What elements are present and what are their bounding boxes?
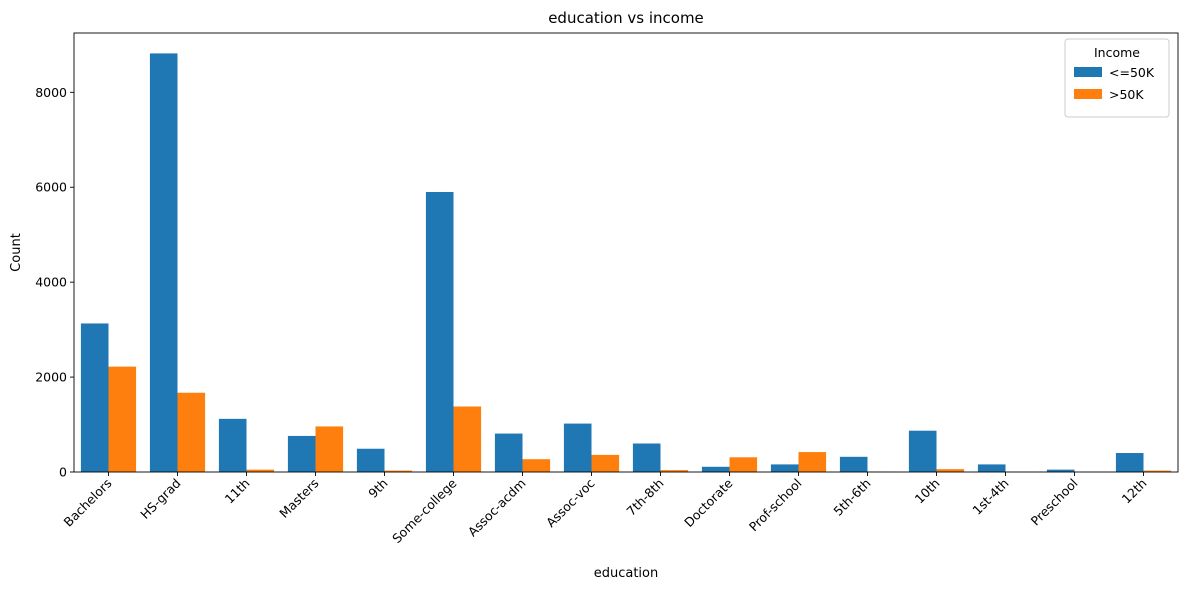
bar-series2-7 [591, 454, 620, 472]
x-tick-label-8: 7th-8th [623, 476, 666, 519]
x-tick-label-0: Bachelors [61, 476, 115, 530]
y-tick-label-4: 8000 [35, 85, 67, 100]
x-tick-label-9: Doctorate [681, 475, 736, 530]
y-tick-label-2: 4000 [35, 275, 67, 290]
bar-series1-9 [701, 466, 730, 472]
y-axis: 0 2000 4000 6000 8000 [35, 85, 74, 480]
bar-series1-5 [425, 191, 454, 473]
y-axis-title: Count [9, 233, 24, 272]
x-tick-label-14: Preschool [1028, 476, 1081, 529]
bar-series2-10 [798, 452, 827, 472]
bar-series1-2 [218, 418, 247, 472]
bar-series1-1 [149, 53, 178, 472]
x-axis-title: education [594, 566, 659, 581]
bar-series1-4 [356, 448, 385, 472]
bar-series1-14 [1046, 469, 1075, 472]
legend-items: <=50K >50K [1074, 65, 1155, 102]
legend-label-1: >50K [1109, 87, 1144, 102]
legend-label-0: <=50K [1109, 65, 1155, 80]
x-tick-label-3: Masters [276, 476, 321, 521]
x-tick-label-11: 5th-6th [830, 476, 873, 519]
y-tick-label-3: 6000 [35, 180, 67, 195]
bar-series2-3 [315, 426, 344, 472]
x-tick-label-2: 11th [222, 476, 253, 507]
bar-series1-6 [494, 433, 523, 472]
chart-title: education vs income [548, 9, 704, 27]
x-tick-label-13: 1st-4th [969, 476, 1011, 518]
bar-series2-2 [246, 469, 275, 472]
y-tick-label-0: 0 [59, 465, 67, 480]
x-tick-label-5: Some-college [389, 475, 460, 546]
bar-series1-11 [839, 456, 868, 472]
bar-series2-15 [1143, 470, 1172, 472]
x-tick-label-15: 12th [1119, 476, 1150, 507]
bar-series2-12 [936, 469, 965, 472]
x-tick-label-6: Assoc-acdm [465, 476, 529, 540]
x-tick-label-1: HS-grad [137, 476, 183, 522]
bar-series2-5 [453, 406, 482, 472]
bar-series1-7 [563, 423, 592, 472]
x-tick-label-10: Prof-school [746, 476, 805, 535]
y-tick-label-1: 2000 [35, 370, 67, 385]
plot-frame [73, 32, 1179, 473]
legend-swatch-0 [1074, 67, 1102, 77]
bar-series2-6 [522, 459, 551, 472]
x-tick-label-4: 9th [365, 476, 390, 501]
bar-series2-0 [108, 366, 137, 472]
bar-series1-12 [908, 430, 937, 472]
bar-series1-10 [770, 464, 799, 472]
bar-series1-0 [80, 323, 109, 472]
bars-group [80, 53, 1172, 473]
bar-series1-15 [1115, 453, 1144, 472]
legend: Income <=50K >50K [1064, 38, 1170, 118]
bar-series2-9 [729, 457, 758, 472]
bar-series1-8 [632, 443, 661, 472]
bar-series1-3 [287, 435, 316, 472]
x-axis: Bachelors HS-grad 11th Masters 9thSome-colle… [61, 472, 1150, 546]
bar-series2-4 [384, 470, 413, 472]
bar-series2-1 [177, 392, 206, 472]
bar-series2-8 [660, 470, 689, 472]
bar-series1-13 [977, 464, 1006, 472]
legend-title: Income [1094, 45, 1140, 60]
x-tick-label-12: 10th [912, 476, 943, 507]
x-tick-label-7: Assoc-voc [543, 475, 598, 530]
legend-swatch-1 [1074, 89, 1102, 99]
